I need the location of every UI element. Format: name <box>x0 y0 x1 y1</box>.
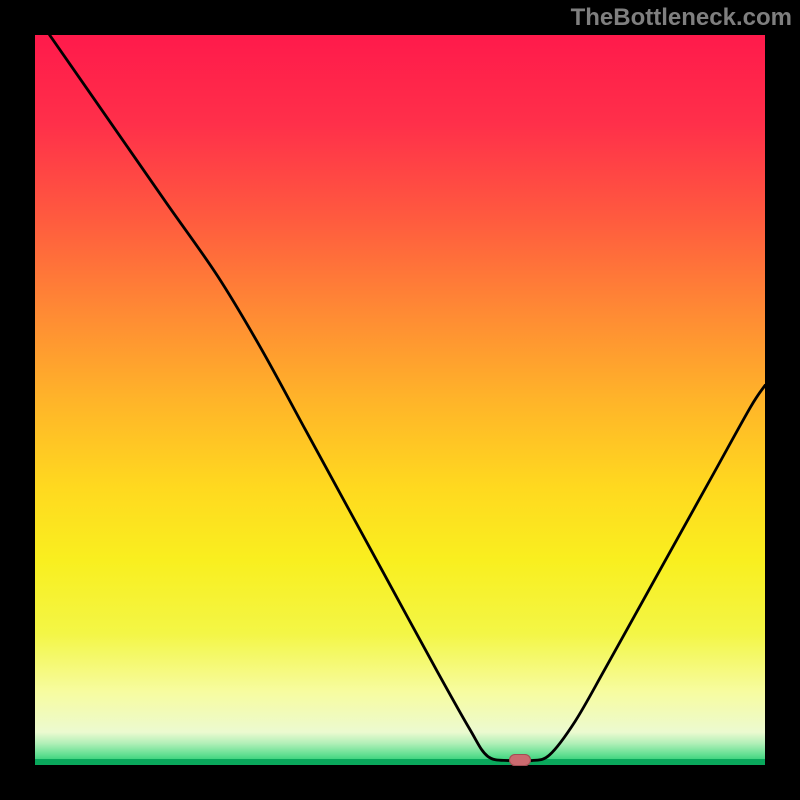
figure-root: { "figure": { "type": "line", "canvas": … <box>0 0 800 800</box>
watermark-text: TheBottleneck.com <box>571 4 792 32</box>
curve-svg <box>35 35 765 765</box>
plot-area <box>35 35 765 765</box>
optimum-marker <box>509 754 531 766</box>
bottleneck-curve <box>50 35 765 761</box>
